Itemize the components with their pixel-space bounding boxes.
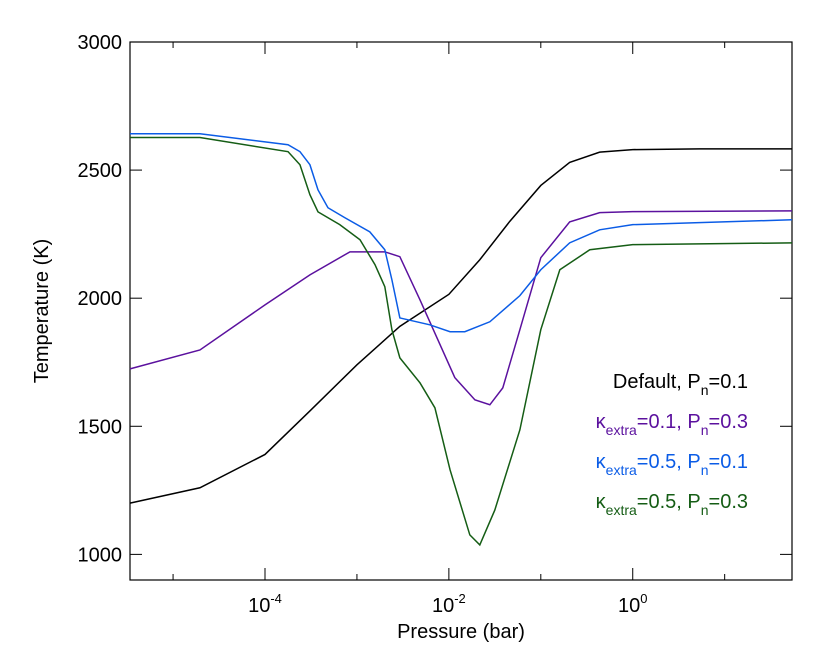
plot-frame: [129, 41, 793, 581]
series-line: [129, 210, 793, 406]
x-tick-exponent: 0: [640, 591, 647, 606]
legend-entry: κextra=0.5, Pn=0.1: [596, 451, 748, 478]
x-tick-exponent: -4: [270, 591, 282, 606]
y-tick-label: 2500: [78, 160, 123, 182]
y-tick-label: 1500: [78, 416, 123, 438]
legend-text: n: [701, 422, 709, 438]
legend-text: n: [701, 502, 709, 518]
legend-text: κ: [596, 451, 607, 473]
legend-text: extra: [606, 422, 637, 438]
x-tick-label: 10-4: [248, 591, 282, 617]
x-tick-base: 10: [618, 595, 640, 617]
x-tick-base: 10: [248, 595, 270, 617]
legend-text: extra: [606, 462, 637, 478]
x-tick-exponent: -2: [454, 591, 466, 606]
legend-text: κ: [596, 411, 607, 433]
series-line: [130, 132, 793, 333]
y-tick-label: 1000: [78, 544, 123, 566]
legend-text: =0.1, P: [637, 411, 701, 433]
legend-entry: κextra=0.1, Pn=0.3: [596, 411, 748, 438]
legend-text: =0.1: [709, 371, 748, 393]
legend-text: n: [701, 462, 709, 478]
legend-text: =0.5, P: [637, 451, 701, 473]
y-axis-label: Temperature (K): [31, 239, 53, 384]
y-tick-label: 2000: [78, 288, 123, 310]
legend-text: n: [701, 382, 709, 398]
legend-text: extra: [606, 502, 637, 518]
legend-text: κ: [596, 491, 607, 513]
x-tick-label: 10-2: [432, 591, 466, 617]
legend-entry: κextra=0.5, Pn=0.3: [596, 491, 748, 518]
series-line: [129, 148, 792, 504]
legend-text: =0.3: [709, 411, 748, 433]
legend-text: =0.3: [709, 491, 748, 513]
series-line: [130, 136, 793, 547]
legend-entry: Default, Pn=0.1: [613, 371, 748, 398]
x-tick-base: 10: [432, 595, 454, 617]
x-tick-label: 100: [618, 591, 647, 617]
x-axis-label: Pressure (bar): [397, 621, 525, 643]
y-tick-label: 3000: [78, 32, 123, 54]
legend-text: =0.1: [709, 451, 748, 473]
legend-text: Default, P: [613, 371, 701, 393]
legend-text: =0.5, P: [637, 491, 701, 513]
